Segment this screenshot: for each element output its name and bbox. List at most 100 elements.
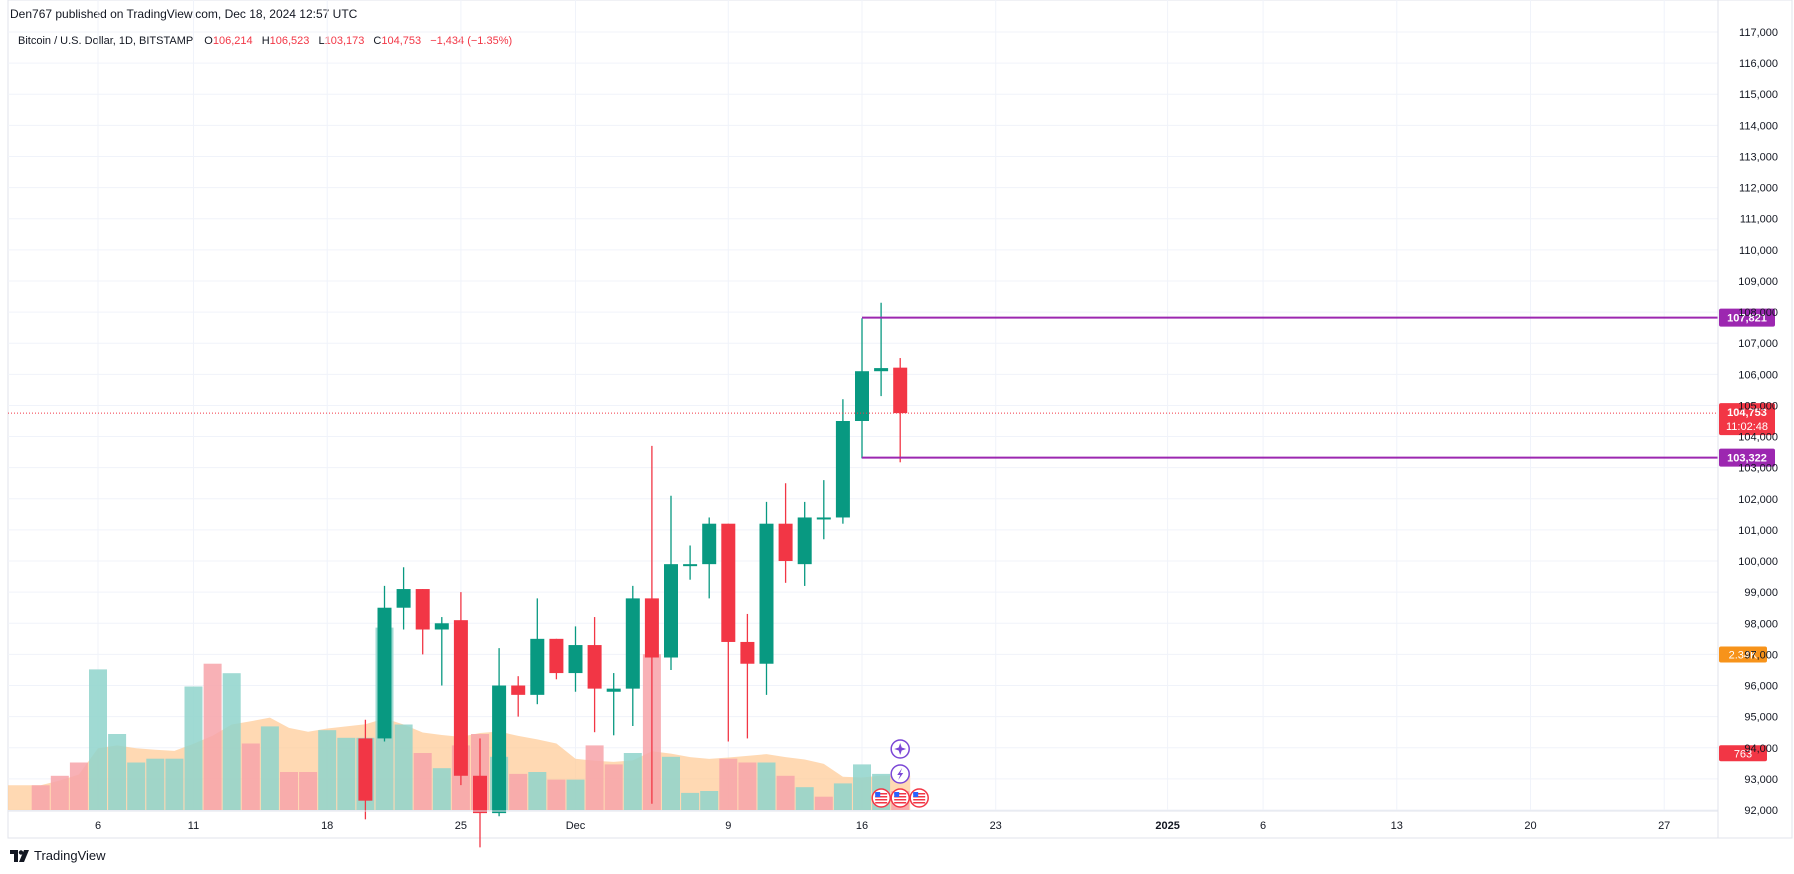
candle — [549, 638, 564, 680]
time-axis: 6 11 18 25 Dec 9 16 23 2025 6 13 20 27 — [8, 810, 1718, 832]
candle — [664, 495, 678, 670]
price-tick-label: 96,000 — [1744, 681, 1778, 693]
price-tick-label: 117,000 — [1739, 27, 1778, 39]
volume-bar — [623, 753, 642, 810]
volume-bar — [299, 772, 318, 810]
price-tick-label: 102,000 — [1738, 494, 1778, 506]
price-tick-label: 110,000 — [1739, 245, 1778, 257]
time-tick-label: 16 — [856, 820, 868, 832]
candle-body — [683, 564, 698, 567]
us-flag-icon — [871, 788, 891, 808]
volume-bar — [738, 762, 757, 810]
time-tick-label: 2025 — [1155, 820, 1179, 832]
volume-bar — [394, 724, 413, 810]
volume-bar — [566, 779, 585, 810]
chart-grid — [7, 0, 1793, 839]
us-flag-icon — [890, 788, 910, 808]
volume-bar — [509, 773, 528, 810]
us-flag-icon — [909, 788, 929, 808]
price-tick-label: 98,000 — [1744, 618, 1778, 630]
time-tick-label: 20 — [1524, 820, 1536, 832]
price-tick-label: 101,000 — [1738, 525, 1778, 537]
volume-bar — [776, 775, 795, 810]
candle-body — [492, 685, 507, 814]
time-tick-label: 6 — [95, 820, 101, 832]
candle-body — [740, 641, 755, 664]
close-value: 104,753 — [381, 35, 422, 47]
price-tick-label: 100,000 — [1738, 556, 1778, 568]
symbol-title: Bitcoin / U.S. Dollar, 1D, BITSTAMP — [18, 35, 194, 47]
volume-bar — [127, 762, 146, 810]
volume-bar — [795, 787, 814, 810]
volume-bar — [203, 663, 222, 810]
flag-stripe — [913, 796, 926, 798]
volume-bar — [280, 772, 298, 810]
candle-body — [644, 598, 659, 658]
price-tick-label: 116,000 — [1739, 58, 1778, 70]
candle — [606, 673, 621, 736]
candle-body — [587, 645, 602, 689]
candle — [377, 585, 392, 742]
candle-body — [759, 523, 774, 664]
price-tick-label: 99,000 — [1744, 587, 1778, 599]
candle-body — [721, 523, 736, 642]
tradingview-logo[interactable]: TradingView — [10, 848, 106, 863]
open-value: 106,214 — [212, 35, 253, 47]
candle-body — [702, 523, 717, 565]
price-tick-label: 111,000 — [1740, 214, 1778, 226]
candle — [683, 545, 698, 580]
price-level-label: 107,821 — [1727, 313, 1767, 325]
volume-bar — [241, 743, 260, 810]
candle — [721, 523, 736, 742]
publisher-caption: Den767 published on TradingView.com, Dec… — [10, 7, 358, 21]
chart-border — [7, 0, 1793, 839]
candle — [492, 648, 507, 817]
price-tick-label: 108,000 — [1738, 307, 1778, 319]
candle — [625, 585, 640, 726]
volume-badge-label: 763 — [1734, 748, 1752, 760]
time-tick-label: Dec — [566, 820, 586, 832]
candle-body — [778, 523, 793, 562]
flag-stripe — [875, 799, 888, 801]
volume-bar — [50, 775, 69, 810]
candle-body — [606, 688, 621, 692]
flag-canton — [894, 792, 900, 797]
candle — [473, 738, 487, 848]
volume-bar — [528, 772, 547, 810]
flag-canton — [913, 792, 919, 797]
candle — [358, 719, 373, 820]
lightning-glyph — [897, 768, 904, 780]
flag-stripe — [875, 796, 888, 798]
candle — [453, 592, 468, 786]
candle — [797, 501, 812, 586]
open-label: O — [204, 35, 213, 47]
flag-stripe — [913, 793, 926, 795]
price-tick-label: 92,000 — [1744, 805, 1778, 817]
price-tick-label: 95,000 — [1744, 712, 1778, 724]
candle-body — [874, 368, 889, 372]
volume-bar — [318, 730, 337, 810]
candle — [415, 589, 430, 655]
candle-body — [855, 371, 869, 421]
volume-badge-label: 2.34K — [1729, 650, 1758, 662]
volume-bar — [89, 669, 107, 810]
candle — [530, 598, 545, 705]
candle — [759, 501, 774, 695]
candle-body — [625, 598, 640, 689]
candle — [644, 445, 659, 804]
candle-body — [893, 367, 908, 414]
candle — [396, 567, 411, 630]
price-tick-label: 97,000 — [1744, 649, 1778, 661]
price-tick-label: 93,000 — [1744, 774, 1778, 786]
low-value: 103,173 — [324, 35, 365, 47]
flag-stripe — [894, 793, 907, 795]
volume-bar — [31, 785, 50, 810]
flag-canton — [875, 792, 881, 797]
price-tick-label: 103,000 — [1738, 463, 1778, 475]
flag-stripe — [913, 802, 926, 804]
volume-bar — [719, 758, 738, 810]
price-tick-label: 105,000 — [1738, 400, 1778, 412]
volume-badge — [1719, 745, 1767, 762]
candle — [835, 399, 850, 524]
